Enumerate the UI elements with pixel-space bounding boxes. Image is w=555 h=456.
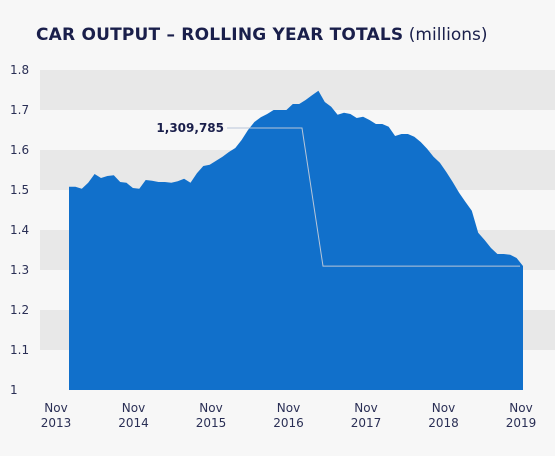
- x-tick-month: Nov: [44, 401, 67, 415]
- y-tick-label: 1.3: [10, 263, 29, 277]
- y-tick-label: 1.8: [10, 63, 29, 77]
- x-tick-month: Nov: [277, 401, 300, 415]
- x-tick-month: Nov: [199, 401, 222, 415]
- series-area: [69, 90, 523, 391]
- x-tick-month: Nov: [509, 401, 532, 415]
- x-tick-year: 2015: [196, 416, 227, 430]
- y-tick-label: 1.5: [10, 183, 29, 197]
- x-tick-year: 2019: [506, 416, 537, 430]
- chart-title-main: CAR OUTPUT – ROLLING YEAR TOTALS: [36, 25, 404, 45]
- x-tick-month: Nov: [432, 401, 455, 415]
- y-tick-label: 1.2: [10, 303, 29, 317]
- y-tick-label: 1.7: [10, 103, 29, 117]
- y-tick-label: 1.1: [10, 343, 29, 357]
- grid-band: [40, 70, 555, 110]
- x-tick-year: 2014: [118, 416, 149, 430]
- chart-title-unit: (millions): [408, 25, 488, 45]
- chart-title: CAR OUTPUT – ROLLING YEAR TOTALS (millio…: [36, 24, 488, 46]
- x-tick-year: 2016: [273, 416, 304, 430]
- x-tick-month: Nov: [354, 401, 377, 415]
- y-tick-label: 1.6: [10, 143, 29, 157]
- y-tick-label: 1.4: [10, 223, 29, 237]
- y-tick-label: 1: [10, 383, 18, 397]
- annotation-leader-line: [227, 127, 520, 267]
- annotation-label: 1,309,785: [156, 121, 224, 135]
- x-tick-year: 2013: [41, 416, 72, 430]
- x-tick-month: Nov: [122, 401, 145, 415]
- x-tick-year: 2017: [351, 416, 382, 430]
- x-tick-year: 2018: [428, 416, 459, 430]
